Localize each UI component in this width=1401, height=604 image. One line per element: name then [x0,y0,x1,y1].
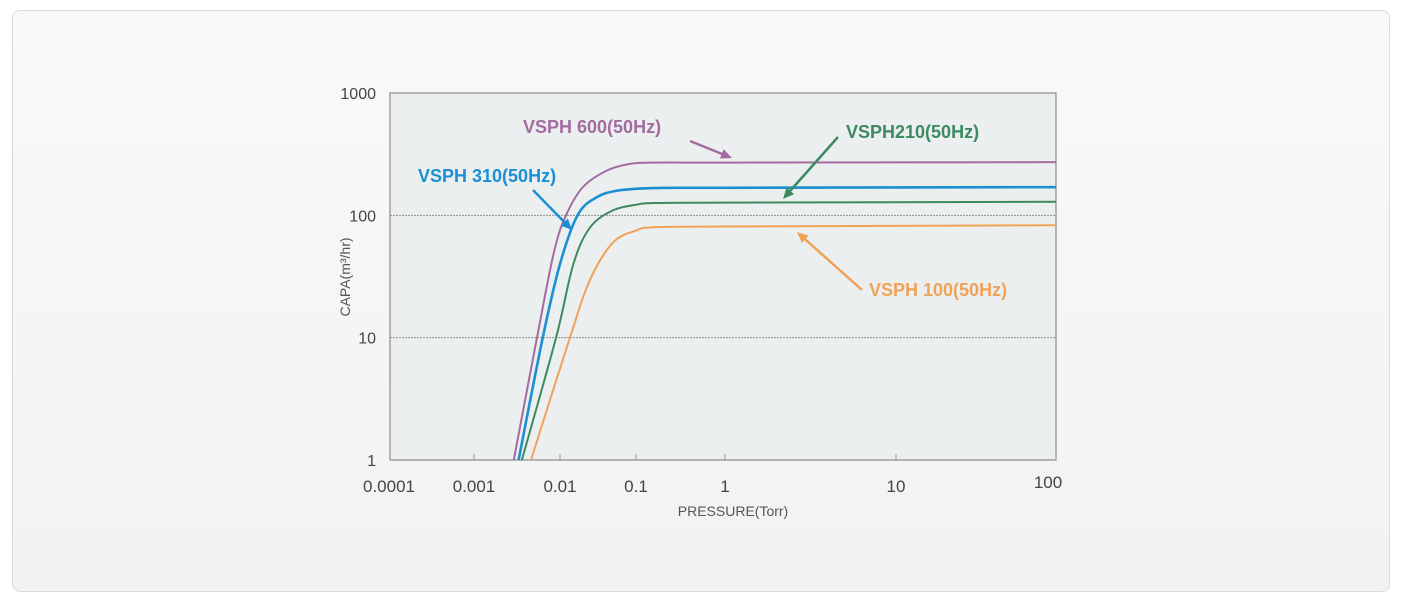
x-axis-label: PRESSURE(Torr) [678,503,788,519]
series-label-1: VSPH 600(50Hz) [523,117,661,137]
y-tick-label: 1 [367,453,376,470]
annotation-arrow [689,139,726,157]
series-line-3 [520,200,1057,461]
series-line-2 [517,185,1057,461]
x-tick-label: 0.01 [543,477,576,496]
x-tick-label: 0.001 [453,477,496,496]
x-tick-label: 1 [720,477,729,496]
annotation-arrow [802,236,863,291]
x-tick-label: 0.0001 [363,477,415,496]
annotation-arrow [787,136,839,194]
x-tick-label: 100 [1034,473,1062,492]
series-line-4 [530,224,1057,461]
y-tick-label: 100 [349,208,376,225]
arrow-head-icon [719,149,732,159]
arrow-head-icon [797,232,809,244]
series-line-1 [512,161,1057,461]
arrow-head-icon [560,218,572,230]
y-tick-label: 10 [358,331,376,348]
x-tick-label: 0.1 [624,477,648,496]
series-label-3: VSPH210(50Hz) [846,122,979,142]
series-label-4: VSPH 100(50Hz) [869,280,1007,300]
y-tick-label: 1000 [340,86,376,103]
y-axis-label: CAPA(m³/hr) [337,237,353,316]
plot-area [389,92,1057,461]
arrow-head-icon [783,187,795,199]
x-tick-label: 10 [887,477,906,496]
series-label-2: VSPH 310(50Hz) [418,166,556,186]
annotation-arrow [532,189,568,226]
